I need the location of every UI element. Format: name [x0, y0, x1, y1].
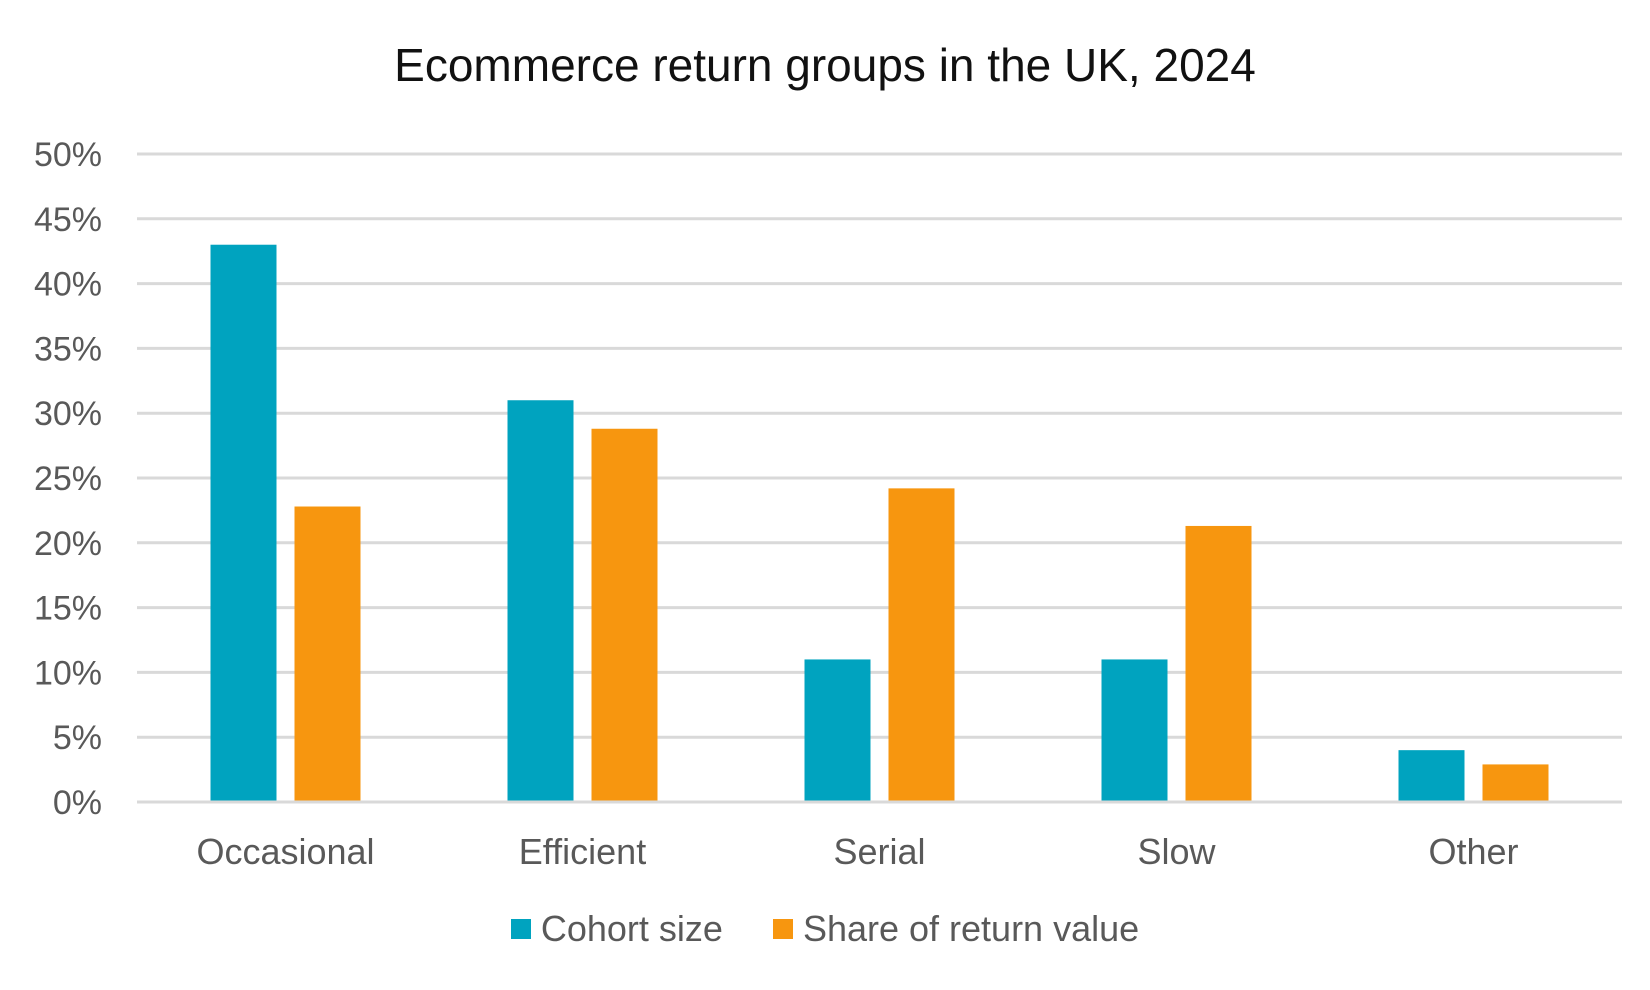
legend: Cohort size Share of return value	[0, 908, 1650, 950]
legend-swatch-cohort-size	[510, 919, 531, 939]
bar-share-of-return-value-occasional	[294, 506, 361, 802]
y-tick-label: 5%	[53, 719, 102, 757]
x-category-label-serial: Serial	[833, 831, 925, 872]
x-category-label-occasional: Occasional	[196, 831, 374, 872]
bar-cohort-size-other	[1398, 750, 1465, 802]
x-category-label-efficient: Efficient	[519, 831, 646, 872]
legend-label-cohort-size: Cohort size	[540, 908, 723, 949]
y-tick-label: 10%	[34, 654, 102, 692]
y-tick-label: 0%	[53, 784, 102, 822]
bar-share-of-return-value-other	[1482, 764, 1549, 802]
bar-cohort-size-occasional	[210, 244, 277, 803]
y-tick-label: 50%	[34, 136, 102, 174]
bar-share-of-return-value-serial	[888, 488, 955, 802]
bar-cohort-size-slow	[1101, 659, 1168, 802]
legend-item-share-of-return-value: Share of return value	[772, 908, 1140, 950]
y-tick-label: 40%	[34, 266, 102, 304]
x-category-label-slow: Slow	[1137, 831, 1216, 872]
bar-share-of-return-value-efficient	[591, 428, 658, 802]
legend-item-cohort-size: Cohort size	[510, 908, 723, 950]
y-tick-label: 15%	[34, 590, 102, 628]
legend-swatch-share-of-return-value	[772, 919, 793, 939]
bar-share-of-return-value-slow	[1185, 525, 1252, 802]
bar-cohort-size-serial	[804, 659, 871, 802]
y-tick-label: 35%	[34, 330, 102, 368]
y-tick-label: 25%	[34, 460, 102, 498]
y-tick-label: 20%	[34, 525, 102, 563]
x-category-label-other: Other	[1428, 831, 1518, 872]
bar-cohort-size-efficient	[507, 400, 574, 802]
y-tick-label: 30%	[34, 395, 102, 433]
chart-title: Ecommerce return groups in the UK, 2024	[394, 39, 1256, 91]
legend-label-share-of-return-value: Share of return value	[802, 908, 1140, 949]
y-tick-label: 45%	[34, 201, 102, 239]
